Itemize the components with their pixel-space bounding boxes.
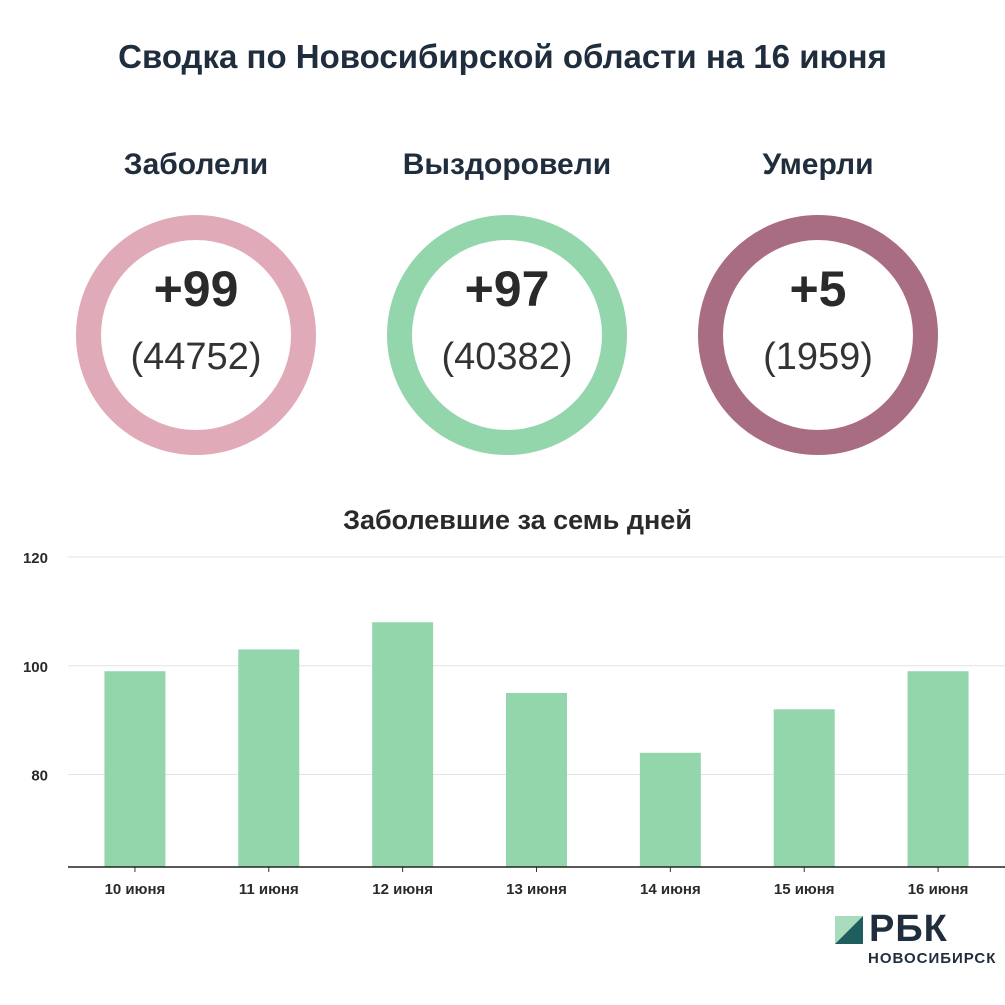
bar <box>238 649 300 867</box>
stat-delta: +97 <box>464 261 550 317</box>
x-tick-label: 16 июня <box>908 881 969 898</box>
y-tick-label: 100 <box>23 659 48 676</box>
x-tick-label: 15 июня <box>774 881 835 898</box>
stat-label: Выздоровели <box>402 148 612 181</box>
bar <box>104 671 166 867</box>
stat-deaths: Умерли +5 (1959) <box>668 148 968 455</box>
page-title: Сводка по Новосибирской области на 16 ию… <box>118 38 887 75</box>
x-tick-label: 14 июня <box>640 881 701 898</box>
chart-title: Заболевшие за семь дней <box>343 505 692 535</box>
stat-delta: +99 <box>153 261 239 317</box>
logo-subtitle: НОВОСИБИРСК <box>868 950 997 967</box>
y-tick-label: 120 <box>23 550 48 567</box>
ring-deaths: +5 (1959) <box>698 215 938 455</box>
bar <box>907 671 969 867</box>
stat-total: (44752) <box>130 336 262 378</box>
stat-label: Заболели <box>123 148 269 181</box>
rbc-logo-mark-icon <box>835 916 863 944</box>
bar <box>773 709 835 867</box>
bar <box>639 752 701 867</box>
y-tick-label: 80 <box>31 768 48 785</box>
stat-delta: +5 <box>789 261 847 317</box>
rbc-logo: РБК НОВОСИБИРСК <box>835 908 997 974</box>
stat-total: (40382) <box>441 336 573 378</box>
x-tick-label: 11 июня <box>239 881 299 898</box>
ring-infected: +99 (44752) <box>76 215 316 455</box>
logo-text: РБК <box>869 908 948 950</box>
bar <box>506 692 567 867</box>
stat-label: Умерли <box>762 148 874 181</box>
x-tick-label: 13 июня <box>506 881 567 898</box>
stat-recovered: Выздоровели +97 (40382) <box>357 148 657 455</box>
stat-total: (1959) <box>763 336 873 378</box>
x-tick-label: 10 июня <box>105 881 166 898</box>
bar-chart: 80 100 120 10 июня 11 июня 12 июня 13 июня 14 и… <box>23 550 1005 898</box>
ring-recovered: +97 (40382) <box>387 215 627 455</box>
x-tick-label: 12 июня <box>372 881 433 898</box>
bar <box>372 622 434 867</box>
stat-infected: Заболели +99 (44752) <box>46 148 346 455</box>
